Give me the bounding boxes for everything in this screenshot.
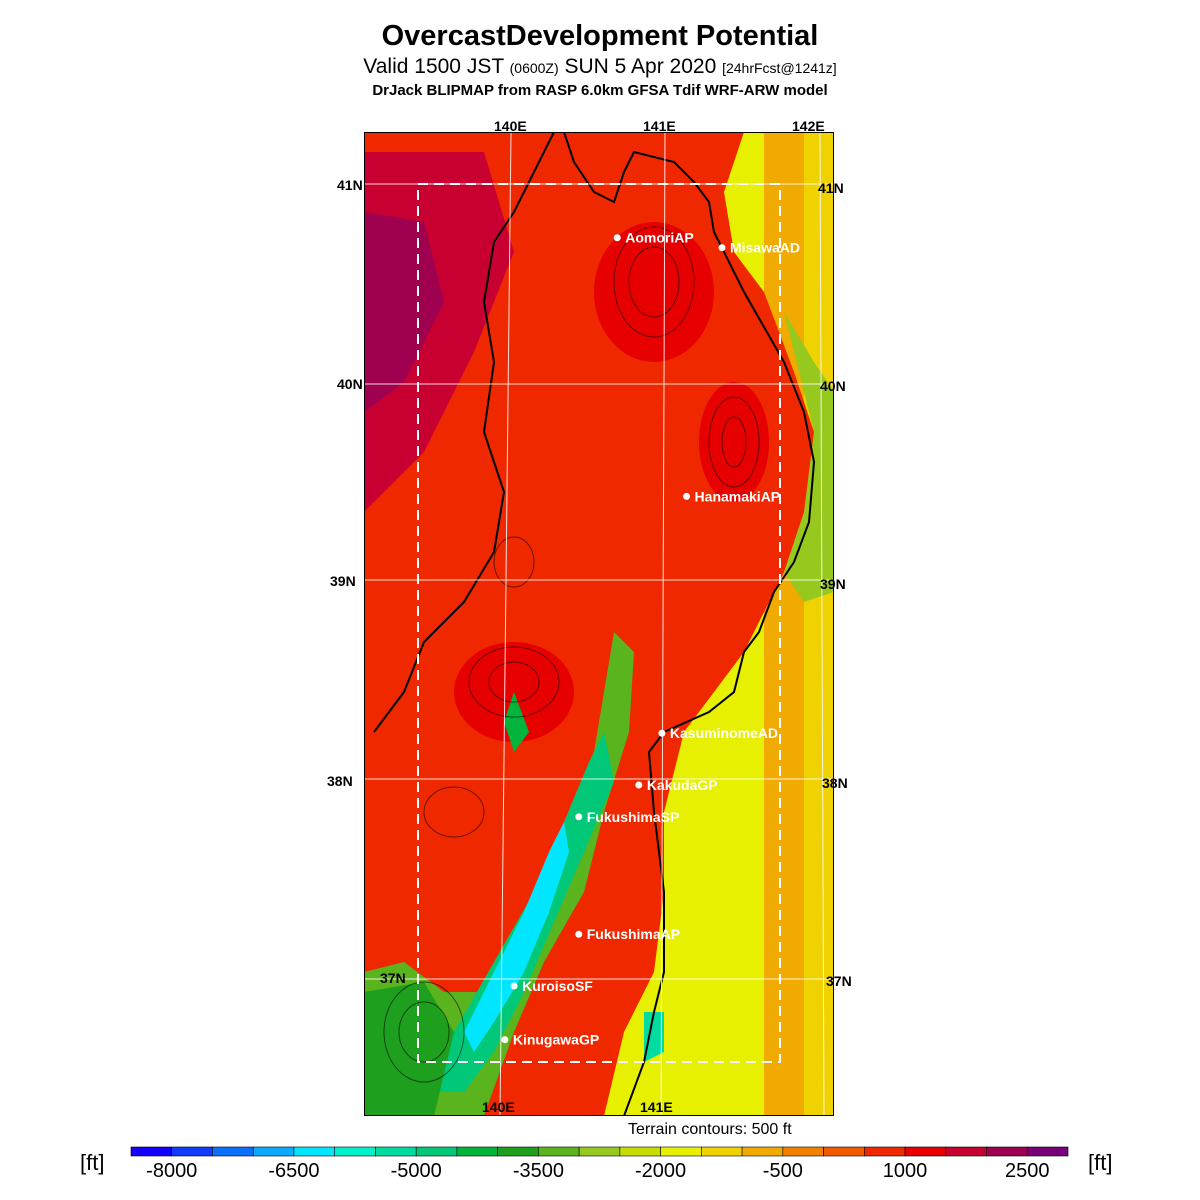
- colorbar-cell: [986, 1146, 1028, 1157]
- lon-label-bottom-140: 140E: [482, 1099, 515, 1115]
- lon-label-bottom-141: 141E: [640, 1099, 673, 1115]
- terrain-contours: [383, 226, 760, 1083]
- map-title: OvercastDevelopment Potential: [381, 20, 819, 52]
- station-dot: [575, 813, 583, 821]
- station-label: FukushimaSP: [587, 809, 680, 825]
- lon-label-top-141: 141E: [643, 118, 676, 134]
- lat-label-left-38: 38N: [327, 773, 353, 789]
- inner-domain-box: [417, 183, 781, 1063]
- lat-label-right-40: 40N: [820, 378, 846, 394]
- colorbar-tick-label: 1000: [882, 1160, 928, 1182]
- highland-kitakami: [699, 382, 769, 502]
- lat-label-left-37: 37N: [380, 970, 406, 986]
- colorbar-cell: [497, 1146, 539, 1157]
- colorbar-cell: [945, 1146, 987, 1157]
- map-frame: [364, 132, 834, 1116]
- lat-label-right-37: 37N: [826, 973, 852, 989]
- east-coastline: [563, 132, 816, 1116]
- station-label: FukushimaAP: [587, 926, 680, 942]
- unit-label-right: [ft]: [1088, 1150, 1113, 1175]
- station-dot: [683, 492, 691, 500]
- utc-time: (0600Z): [509, 60, 559, 76]
- lat-label-left-41: 41N: [337, 177, 363, 193]
- colorbar-cell: [415, 1146, 458, 1157]
- lon-label-top-142: 142E: [792, 118, 825, 134]
- colorbar-cell: [660, 1146, 702, 1157]
- colorbar: [130, 1146, 1069, 1157]
- station-markers: AomoriAP MisawaAD HanamakiAP KasuminomeAD Ka…: [501, 230, 800, 1048]
- station-label: HanamakiAP: [695, 488, 781, 504]
- basin-green: [504, 692, 529, 752]
- station-dot: [635, 781, 643, 789]
- lat-label-left-39: 39N: [330, 573, 356, 589]
- colorbar-tick-label: -2000: [635, 1160, 687, 1182]
- station-label: KinugawaGP: [513, 1032, 599, 1048]
- land-area: [364, 132, 814, 1116]
- west-coastline: [373, 132, 555, 733]
- highland-north: [594, 222, 714, 362]
- valid-time: Valid 1500 JST: [363, 55, 510, 78]
- lat-label-right-41: 41N: [818, 180, 844, 196]
- model-description: DrJack BLIPMAP from RASP 6.0km GFSA Tdif…: [372, 82, 828, 99]
- forecast-map: AomoriAP MisawaAD HanamakiAP KasuminomeAD Ka…: [364, 132, 834, 1116]
- colorbar-tick-label: 2500: [1005, 1160, 1050, 1182]
- colorbar-cell: [578, 1146, 621, 1157]
- map-subtitle: Valid 1500 JST (0600Z) SUN 5 Apr 2020 [2…: [0, 55, 1200, 79]
- station-dot: [575, 930, 583, 938]
- sea-of-japan-core: [364, 212, 444, 412]
- colorbar-cell: [538, 1146, 580, 1157]
- lat-label-right-38: 38N: [822, 775, 848, 791]
- terrain-contour-note: Terrain contours: 500 ft: [628, 1121, 792, 1138]
- far-sea-edge: [804, 132, 834, 1116]
- colorbar-cell: [701, 1146, 743, 1157]
- colorbar-tick-label: -5000: [390, 1160, 442, 1182]
- lon-label-top-140: 140E: [494, 118, 527, 134]
- colorbar-cell: [782, 1146, 824, 1157]
- colorbar-tick-label: -500: [762, 1160, 803, 1182]
- station-label: KuroisoSF: [522, 978, 593, 994]
- unit-label-left: [ft]: [80, 1150, 105, 1175]
- colorbar-tick-label: -3500: [512, 1160, 564, 1182]
- lat-label-left-40: 40N: [337, 376, 363, 392]
- colorbar-cell: [334, 1146, 376, 1157]
- colorbar-tick-label: -6500: [268, 1160, 320, 1182]
- colorbar-cell: [293, 1146, 335, 1157]
- colorbar-cell: [823, 1146, 865, 1157]
- colorbar-cell: [212, 1146, 254, 1157]
- station-dot: [658, 729, 666, 737]
- colorbar-cell: [456, 1146, 498, 1157]
- station-dot: [510, 982, 518, 990]
- valley-green: [424, 732, 614, 1092]
- colorbar-cell: [741, 1146, 784, 1157]
- colorbar-cell: [130, 1146, 173, 1157]
- lat-label-right-39: 39N: [820, 576, 846, 592]
- valid-date: SUN 5 Apr 2020: [558, 55, 723, 78]
- station-dot: [501, 1036, 509, 1044]
- colorbar-cell: [619, 1146, 661, 1157]
- colorbar-cell: [252, 1146, 295, 1157]
- valley-cyan: [464, 822, 569, 1052]
- station-dot: [613, 234, 621, 242]
- station-label: AomoriAP: [625, 230, 693, 246]
- station-dot: [718, 244, 726, 252]
- colorbar-cell: [375, 1146, 417, 1157]
- station-label: KakudaGP: [647, 777, 718, 793]
- forecast-info: [24hrFcst@1241z]: [722, 60, 837, 76]
- station-label: MisawaAD: [730, 240, 800, 256]
- station-label: KasuminomeAD: [670, 725, 778, 741]
- colorbar-tick-label: -8000: [146, 1160, 198, 1182]
- colorbar-cell: [864, 1146, 906, 1157]
- colorbar-cell: [904, 1146, 947, 1157]
- coastal-spot: [644, 1012, 664, 1062]
- colorbar-cell: [1026, 1146, 1069, 1157]
- colorbar-cell: [171, 1146, 213, 1157]
